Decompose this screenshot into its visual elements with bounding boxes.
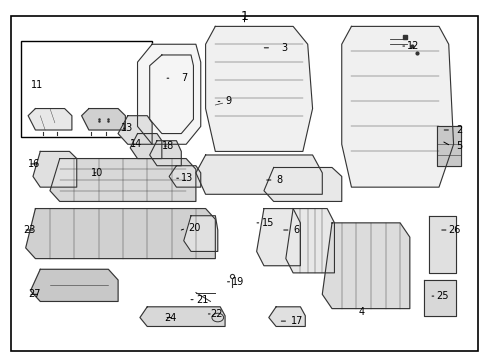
Polygon shape xyxy=(428,216,455,273)
Text: 8: 8 xyxy=(276,175,282,185)
Polygon shape xyxy=(256,208,300,266)
Text: 17: 17 xyxy=(290,316,303,326)
Polygon shape xyxy=(268,307,305,327)
Text: 15: 15 xyxy=(261,218,273,228)
Polygon shape xyxy=(30,269,118,301)
Text: 9: 9 xyxy=(224,96,231,107)
Text: 16: 16 xyxy=(28,159,41,169)
Text: 18: 18 xyxy=(162,141,174,151)
Text: 21: 21 xyxy=(196,295,208,305)
Text: 10: 10 xyxy=(91,168,103,178)
Polygon shape xyxy=(322,223,409,309)
Text: 13: 13 xyxy=(120,123,132,133)
Polygon shape xyxy=(50,158,196,202)
Text: 25: 25 xyxy=(436,291,448,301)
Text: 6: 6 xyxy=(292,225,299,235)
Text: 14: 14 xyxy=(130,139,142,149)
Polygon shape xyxy=(28,109,72,130)
Text: 11: 11 xyxy=(30,80,43,90)
Polygon shape xyxy=(81,109,125,130)
Polygon shape xyxy=(140,307,224,327)
Text: 1: 1 xyxy=(240,10,248,23)
Text: 26: 26 xyxy=(448,225,460,235)
Text: 5: 5 xyxy=(455,141,461,151)
Polygon shape xyxy=(33,152,77,187)
Polygon shape xyxy=(149,141,181,166)
FancyBboxPatch shape xyxy=(21,41,152,137)
Polygon shape xyxy=(424,280,455,316)
Text: 4: 4 xyxy=(357,307,364,317)
Text: 2: 2 xyxy=(455,125,461,135)
Polygon shape xyxy=(264,167,341,202)
Polygon shape xyxy=(26,208,215,258)
Text: 13: 13 xyxy=(181,173,193,183)
Text: 3: 3 xyxy=(281,43,286,53)
Polygon shape xyxy=(436,126,460,166)
Text: 23: 23 xyxy=(23,225,36,235)
Text: 7: 7 xyxy=(181,73,187,83)
Polygon shape xyxy=(137,44,201,144)
Polygon shape xyxy=(196,155,322,194)
Text: 24: 24 xyxy=(164,312,176,323)
FancyBboxPatch shape xyxy=(11,16,477,351)
Polygon shape xyxy=(118,116,152,144)
Polygon shape xyxy=(130,134,162,158)
Text: 22: 22 xyxy=(210,309,223,319)
Polygon shape xyxy=(341,26,453,187)
Text: 20: 20 xyxy=(188,223,201,233)
Polygon shape xyxy=(183,216,217,251)
Text: 27: 27 xyxy=(28,289,41,299)
Text: 12: 12 xyxy=(407,41,419,51)
Polygon shape xyxy=(285,208,334,273)
Polygon shape xyxy=(169,166,201,187)
Text: 19: 19 xyxy=(232,277,244,287)
Polygon shape xyxy=(205,26,312,152)
